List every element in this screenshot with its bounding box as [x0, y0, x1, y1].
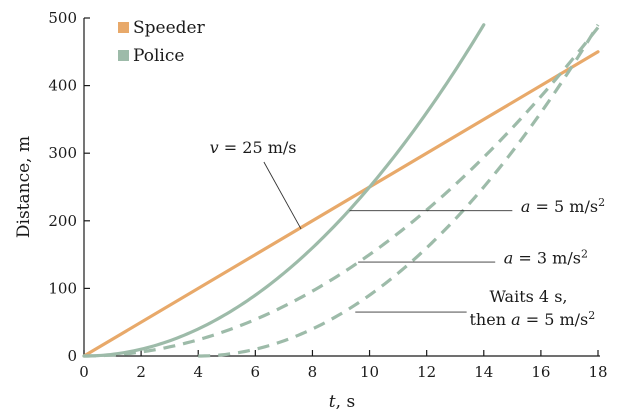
annotation-text: v = 25 m/s	[210, 138, 297, 157]
annotation-leader	[263, 161, 302, 230]
legend-label-speeder: Speeder	[133, 18, 206, 38]
x-tick-label: 0	[79, 363, 89, 381]
annotation-text: Waits 4 s,	[489, 287, 567, 306]
series-line	[198, 23, 600, 358]
annotation: then a = 5 m/s2	[355, 309, 595, 329]
x-tick-label: 8	[308, 363, 318, 381]
annotations: v = 25 m/s a = 5 m/s2 a = 3 m/s2 Waits 4 s,…	[210, 138, 605, 329]
series-line	[82, 23, 486, 358]
y-axis-label: Distance, m	[14, 136, 34, 238]
x-tick-label: 18	[588, 363, 607, 381]
annotation-text: a = 5 m/s2	[521, 196, 605, 216]
annotation: a = 5 m/s2	[349, 196, 605, 216]
series-line	[82, 50, 600, 358]
annotation: v = 25 m/s	[210, 138, 302, 230]
y-tick-label: 200	[48, 212, 77, 230]
x-axis-label: t, s	[329, 392, 355, 412]
axes	[83, 18, 600, 357]
x-tick-label: 14	[474, 363, 493, 381]
y-tick-label: 400	[48, 77, 77, 95]
x-tick-label: 6	[251, 363, 261, 381]
series-speeder	[82, 50, 600, 358]
series-police	[82, 23, 486, 358]
legend: Speeder Police	[118, 18, 206, 66]
series-dashed-2	[83, 26, 600, 358]
annotation: a = 3 m/s2	[358, 247, 588, 267]
legend-label-police: Police	[133, 46, 184, 66]
y-tick-label: 0	[67, 347, 77, 365]
x-tick-label: 10	[360, 363, 379, 381]
legend-swatch-speeder	[118, 22, 129, 33]
y-tick-label: 100	[48, 279, 77, 297]
series-layer	[82, 23, 600, 358]
x-tick-label: 2	[136, 363, 146, 381]
x-ticks: 0 2 4 6 8 10 12 14 16 18	[79, 350, 608, 381]
x-tick-label: 16	[531, 363, 550, 381]
y-tick-label: 300	[48, 144, 77, 162]
annotation: Waits 4 s,	[489, 287, 567, 306]
series-line	[83, 26, 600, 358]
y-tick-label: 500	[48, 9, 77, 27]
x-tick-label: 12	[417, 363, 436, 381]
series-dashed-3	[198, 23, 600, 358]
legend-swatch-police	[118, 50, 129, 61]
annotation-text: a = 3 m/s2	[504, 247, 588, 267]
x-tick-label: 4	[193, 363, 203, 381]
annotation-text: then a = 5 m/s2	[470, 309, 596, 329]
